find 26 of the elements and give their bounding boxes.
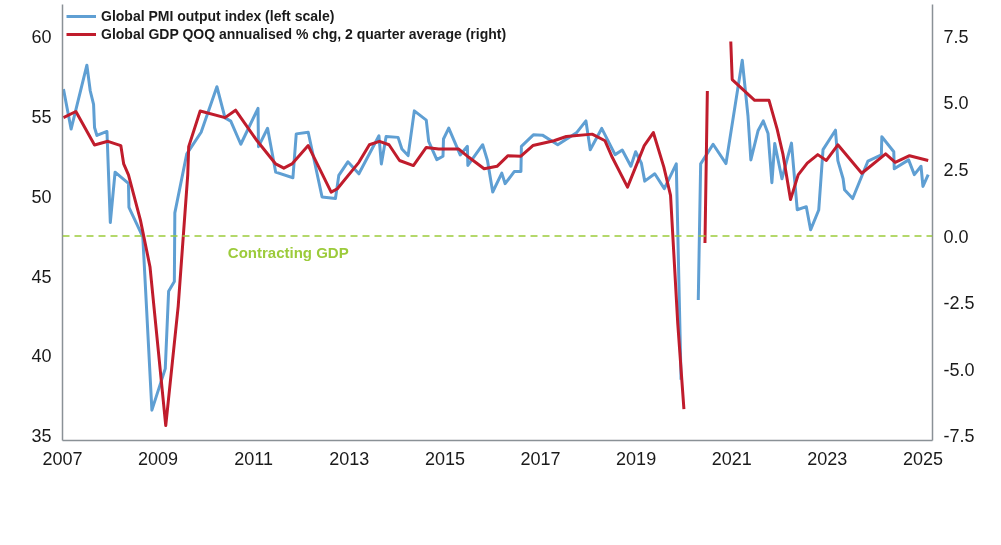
y2-tick-label: -7.5 xyxy=(943,426,975,447)
legend-label: Global PMI output index (left scale) xyxy=(101,8,335,24)
x-tick-label: 2017 xyxy=(520,448,561,469)
y2-tick-label: 5.0 xyxy=(943,93,969,114)
y-tick-label: 45 xyxy=(31,266,52,287)
y-tick-label: 50 xyxy=(31,186,52,207)
x-tick-label: 2011 xyxy=(234,448,274,469)
y-tick-label: 40 xyxy=(31,346,52,367)
x-tick-label: 2021 xyxy=(711,448,752,469)
y-tick-label: 60 xyxy=(31,26,52,47)
y-tick-label: 55 xyxy=(31,106,52,127)
y2-tick-label: -5.0 xyxy=(943,359,975,380)
x-tick-label: 2019 xyxy=(616,448,657,469)
y2-tick-label: 7.5 xyxy=(943,26,969,47)
legend-label: Global GDP QOQ annualised % chg, 2 quarter average (right) xyxy=(101,26,507,42)
y2-tick-label: 0.0 xyxy=(943,226,969,247)
x-tick-label: 2025 xyxy=(902,448,943,469)
x-tick-label: 2013 xyxy=(329,448,370,469)
x-tick-label: 2007 xyxy=(42,448,83,469)
ref-line-label: Contracting GDP xyxy=(227,244,349,262)
y2-tick-label: 2.5 xyxy=(943,160,969,181)
x-tick-label: 2009 xyxy=(138,448,179,469)
x-tick-label: 2023 xyxy=(807,448,848,469)
y2-tick-label: -2.5 xyxy=(943,293,975,314)
x-tick-label: 2015 xyxy=(424,448,465,469)
y-tick-label: 35 xyxy=(31,426,52,447)
